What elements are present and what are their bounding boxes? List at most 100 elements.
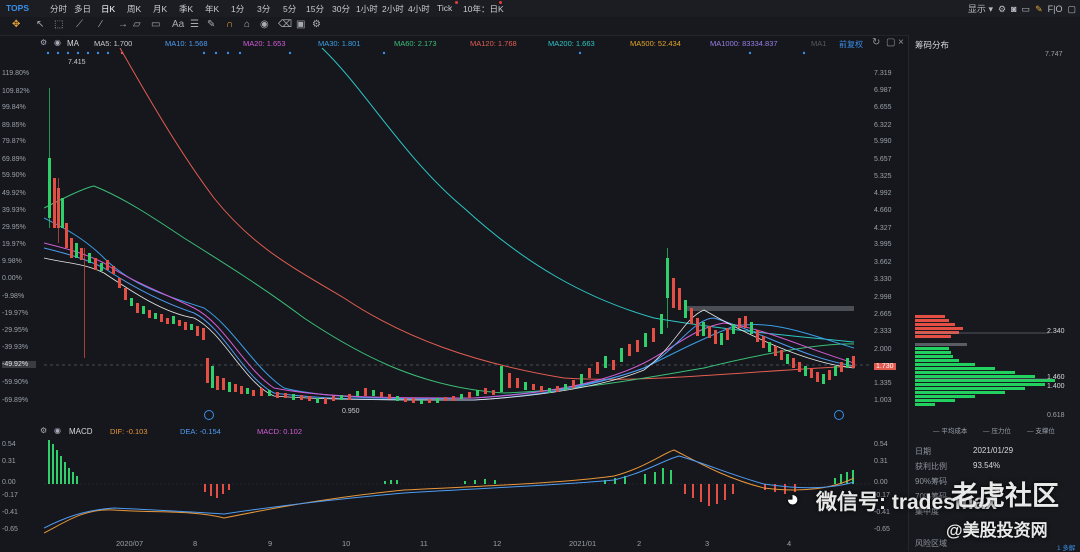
refresh-icon[interactable]: ↻	[872, 37, 881, 48]
layout-icon[interactable]: ▭	[1021, 4, 1031, 14]
row-date-key: 日期	[915, 447, 931, 456]
row-90-key: 90%筹码	[915, 477, 948, 486]
chip-panel-title: 筹码分布	[915, 40, 950, 50]
tab-15min[interactable]: 15分	[306, 4, 324, 14]
right-axis-tick: 4.660	[874, 207, 892, 214]
tab-monthly-k[interactable]: 月K	[153, 4, 168, 14]
period-notify-dot	[499, 1, 502, 4]
tab-2hour[interactable]: 2小时	[382, 4, 404, 14]
ma-dot-markers	[46, 51, 806, 55]
settings-icon[interactable]: ⚙	[312, 19, 321, 30]
macd-settings-icon[interactable]: ⚙	[40, 426, 48, 435]
ma120-line	[119, 48, 855, 380]
left-price-tag: -49.92%	[2, 361, 36, 368]
pen-icon[interactable]: ✎	[1035, 4, 1043, 14]
left-axis-tick: 99.84%	[2, 104, 26, 111]
x-axis-tick: 8	[193, 539, 198, 548]
channel-icon[interactable]: ▱	[133, 19, 141, 30]
tab-10y-daily[interactable]: 10年：日K	[463, 4, 504, 14]
tab-multi-day[interactable]: 多日	[74, 4, 92, 14]
cursor-icon[interactable]: ↖	[36, 19, 45, 30]
close-icon[interactable]: ×	[898, 37, 904, 48]
row-concentration-key: 集中度	[915, 507, 939, 516]
tab-30min[interactable]: 30分	[332, 4, 350, 14]
lock-icon[interactable]: ⌂	[244, 19, 251, 30]
current-price-tag: 1.730	[874, 363, 896, 370]
left-axis-tick: 29.95%	[2, 224, 26, 231]
right-tools: 显示 ▾ ⚙ ◙ ▭ ✎ F|O ▢	[968, 2, 1076, 15]
gear-icon[interactable]: ⚙	[997, 4, 1007, 14]
right-axis-tick: 1.335	[874, 380, 892, 387]
tab-3min[interactable]: 3分	[257, 4, 271, 14]
snapshot-icon[interactable]: ▣	[296, 19, 306, 30]
text-icon[interactable]: Aa	[172, 19, 185, 30]
chip-histogram	[915, 315, 1055, 406]
macd-axis-tick: 0.31	[2, 458, 16, 465]
tab-tick[interactable]: Tick	[437, 3, 453, 13]
ma1-label: MA1	[811, 39, 827, 48]
display-menu[interactable]: 显示	[967, 4, 986, 14]
legend-avg-cost: — 平均成本	[933, 428, 968, 435]
left-axis-tick: -39.93%	[2, 344, 29, 351]
magnet-icon[interactable]: ∩	[226, 19, 234, 30]
x-axis-tick: 9	[268, 539, 273, 548]
watermark-wechat: 微信号: tradesmax	[816, 491, 997, 514]
adjust-label[interactable]: 前复权	[839, 40, 863, 49]
select-icon[interactable]: ⬚	[54, 19, 64, 30]
left-axis-tick: -29.95%	[2, 327, 29, 334]
ma-settings-icon[interactable]: ⚙	[40, 38, 48, 47]
tab-intraday[interactable]: 分时	[50, 4, 68, 14]
x-axis-tick: 10	[342, 539, 351, 548]
collapse-icon[interactable]: ▢	[886, 37, 896, 48]
macd-axis-tick-right: 0.54	[874, 441, 888, 448]
eye-icon[interactable]: ◉	[260, 19, 269, 30]
macd-chart[interactable]	[44, 438, 870, 538]
window-icon[interactable]: ▢	[1067, 4, 1076, 14]
camera-icon[interactable]: ◙	[1011, 4, 1017, 14]
tab-5min[interactable]: 5分	[283, 4, 297, 14]
trend-line-icon[interactable]: ⟋	[76, 19, 83, 30]
right-axis-tick: 6.655	[874, 104, 892, 111]
x-axis-tick: 2	[637, 539, 642, 548]
left-axis-tick: 89.85%	[2, 122, 26, 129]
ma30-label: MA30: 1.801	[318, 39, 361, 48]
period-toolbar: TOPS 分时 多日 日K 周K 月K 季K 年K 1分 3分 5分 15分 3…	[0, 0, 1080, 18]
event-marker	[204, 410, 214, 420]
tab-daily-k[interactable]: 日K	[101, 4, 116, 14]
rect-icon[interactable]: ▭	[151, 19, 161, 30]
pen-icon[interactable]: ✎	[207, 19, 216, 30]
fib-icon[interactable]: ☰	[190, 19, 199, 30]
symbol-label[interactable]: TOPS	[6, 3, 29, 13]
line-icon[interactable]: ∕	[100, 19, 102, 30]
tab-yearly-k[interactable]: 年K	[205, 4, 220, 14]
ma20-label: MA20: 1.653	[243, 39, 286, 48]
ray-icon[interactable]: →	[118, 19, 128, 30]
macd-axis-tick: -0.41	[2, 509, 18, 516]
ma1000-label: MA1000: 83334.837	[710, 39, 778, 48]
macd-dif-line	[44, 449, 855, 534]
right-axis-tick: 5.990	[874, 138, 892, 145]
tab-quarterly-k[interactable]: 季K	[179, 4, 194, 14]
drawing-toolbar: ✥ ↖ ⬚ ⟋ ∕ → ▱ ▭ Aa ☰ ✎ ∩ ⌂ ◉ ⌫ ▣ ⚙	[0, 17, 1080, 36]
fio-label[interactable]: F|O	[1047, 4, 1063, 14]
row-profit-value: 93.54%	[973, 461, 1001, 470]
tab-4hour[interactable]: 4小时	[408, 4, 430, 14]
left-axis-tick: 0.00%	[2, 275, 22, 282]
chip-panel: 筹码分布 7.747 2.340 1.460 1.400 0.618 — 平均成…	[908, 35, 1080, 552]
kline-chart[interactable]	[44, 48, 870, 420]
macd-eye-icon[interactable]: ◉	[54, 426, 61, 435]
x-axis-tick: 12	[493, 539, 502, 548]
ma-name[interactable]: MA	[67, 39, 79, 48]
tab-1hour[interactable]: 1小时	[356, 4, 378, 14]
right-axis-tick: 6.987	[874, 87, 892, 94]
tab-weekly-k[interactable]: 周K	[127, 4, 142, 14]
more-link[interactable]: 1 多解	[1057, 545, 1076, 552]
delete-icon[interactable]: ⌫	[278, 19, 293, 30]
macd-title[interactable]: MACD	[69, 427, 93, 436]
chip-bottom-price: 0.618	[1047, 412, 1065, 419]
ma200-line	[321, 48, 855, 343]
ma-eye-icon[interactable]: ◉	[54, 38, 61, 47]
crosshair-icon[interactable]: ✥	[12, 19, 21, 30]
right-axis-tick: 5.657	[874, 156, 892, 163]
tab-1min[interactable]: 1分	[231, 4, 245, 14]
